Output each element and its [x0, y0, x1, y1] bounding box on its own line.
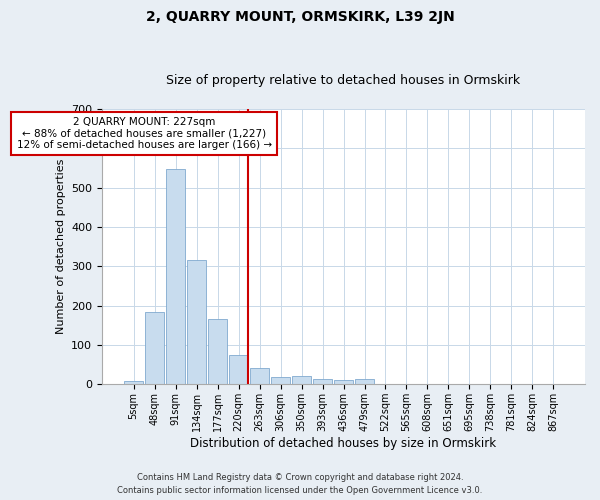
Bar [145, 312, 164, 384]
Bar [124, 381, 143, 384]
Bar [292, 376, 311, 384]
Y-axis label: Number of detached properties: Number of detached properties [56, 159, 65, 334]
Bar [166, 169, 185, 384]
Bar [271, 377, 290, 384]
Bar [250, 368, 269, 384]
Bar [208, 318, 227, 384]
Title: Size of property relative to detached houses in Ormskirk: Size of property relative to detached ho… [166, 74, 521, 87]
Bar [355, 379, 374, 384]
Text: 2 QUARRY MOUNT: 227sqm
← 88% of detached houses are smaller (1,227)
12% of semi-: 2 QUARRY MOUNT: 227sqm ← 88% of detached… [17, 117, 272, 150]
X-axis label: Distribution of detached houses by size in Ormskirk: Distribution of detached houses by size … [190, 437, 497, 450]
Bar [229, 355, 248, 384]
Text: 2, QUARRY MOUNT, ORMSKIRK, L39 2JN: 2, QUARRY MOUNT, ORMSKIRK, L39 2JN [146, 10, 454, 24]
Bar [313, 379, 332, 384]
Text: Contains HM Land Registry data © Crown copyright and database right 2024.
Contai: Contains HM Land Registry data © Crown c… [118, 474, 482, 495]
Bar [334, 380, 353, 384]
Bar [187, 260, 206, 384]
